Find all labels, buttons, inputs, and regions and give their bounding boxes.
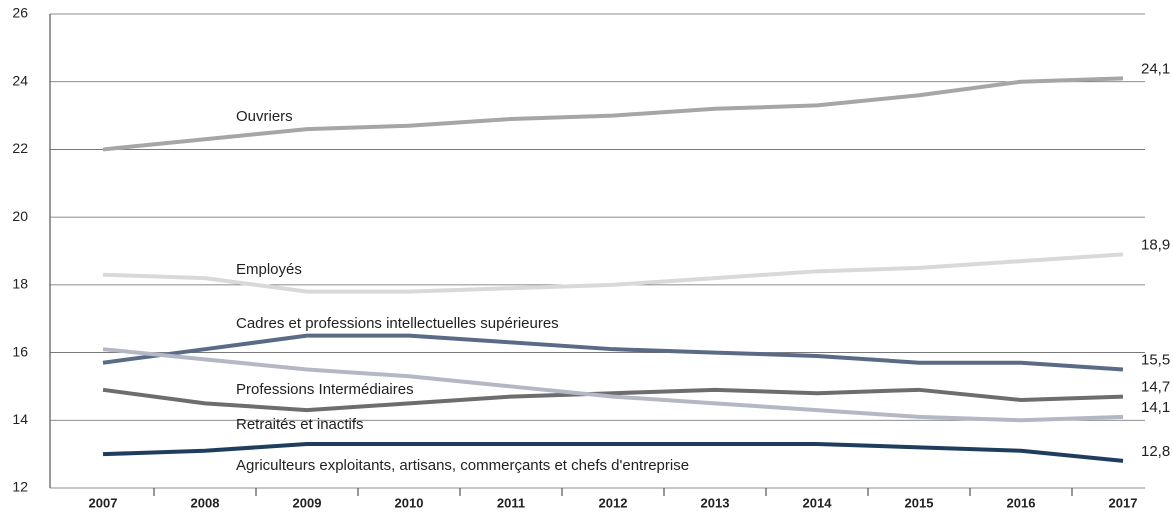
series-label: Agriculteurs exploitants, artisans, comm… bbox=[236, 457, 689, 474]
x-tick-label: 2016 bbox=[1007, 495, 1036, 510]
value-label: 14,7 bbox=[1141, 379, 1170, 396]
value-label: 15,5 bbox=[1141, 351, 1170, 368]
x-tick-label: 2008 bbox=[191, 495, 220, 510]
series-line bbox=[102, 333, 1124, 372]
x-tick-label: 2007 bbox=[89, 495, 118, 510]
series-line bbox=[102, 441, 1124, 463]
series-line bbox=[102, 252, 1124, 294]
x-tick-label: 2014 bbox=[803, 495, 833, 510]
series-label: Employés bbox=[236, 261, 302, 278]
series-label: Professions Intermédiaires bbox=[236, 381, 414, 398]
y-tick-label: 20 bbox=[12, 208, 28, 224]
y-tick-label: 12 bbox=[12, 479, 28, 495]
x-tick-label: 2009 bbox=[293, 495, 322, 510]
value-label: 24,1 bbox=[1141, 60, 1170, 77]
series-label: Retraités et inactifs bbox=[236, 416, 364, 433]
series-label: Ouvriers bbox=[236, 108, 293, 125]
value-label: 14,1 bbox=[1141, 399, 1170, 416]
y-tick-label: 18 bbox=[12, 276, 28, 292]
y-tick-label: 16 bbox=[12, 343, 28, 359]
series-line bbox=[102, 76, 1124, 152]
y-tick-label: 14 bbox=[12, 411, 28, 427]
y-tick-label: 24 bbox=[12, 72, 28, 88]
value-label: 12,8 bbox=[1141, 443, 1170, 460]
y-tick-label: 26 bbox=[12, 5, 28, 21]
series-line bbox=[102, 387, 1124, 413]
x-tick-label: 2011 bbox=[497, 495, 525, 510]
value-label: 18,9 bbox=[1141, 236, 1170, 253]
series-label: Cadres et professions intellectuelles su… bbox=[236, 315, 559, 332]
x-tick-label: 2015 bbox=[905, 495, 934, 510]
x-tick-label: 2010 bbox=[395, 495, 424, 510]
x-tick-label: 2013 bbox=[701, 495, 730, 510]
series-line bbox=[102, 347, 1124, 423]
x-tick-label: 2012 bbox=[599, 495, 628, 510]
y-tick-label: 22 bbox=[12, 140, 28, 156]
x-tick-label: 2017 bbox=[1109, 495, 1138, 510]
